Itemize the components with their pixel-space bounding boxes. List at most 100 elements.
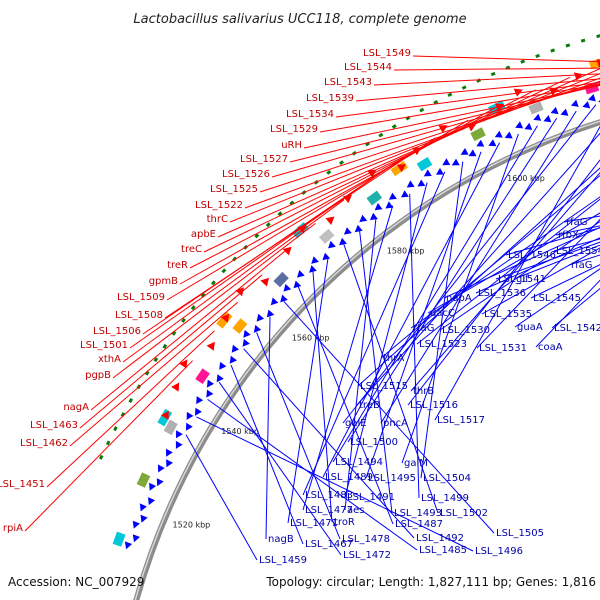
tick-track: 1520 kbp 1540 kbp 1560 kbp 1580 kbp 1600 kbp…: [173, 174, 545, 529]
reverse-gene-arrow: [476, 139, 485, 147]
reverse-gene-arrow: [270, 297, 279, 306]
reverse-gene-arrow: [216, 374, 224, 383]
reverse-gene-arrow: [243, 329, 251, 338]
reverse-gene-label: treB: [359, 400, 380, 411]
reverse-gene-arrow: [354, 224, 363, 233]
forward-gene-arrow: [282, 246, 292, 256]
forward-leader-line: [90, 248, 289, 411]
reverse-gene-arrow: [343, 227, 352, 235]
reverse-gene-label: LSL_1496: [475, 546, 523, 557]
reverse-leader-line: [207, 398, 418, 551]
forward-gene-label: LSL_1549: [363, 48, 411, 59]
reverse-gene-arrow: [524, 122, 533, 130]
genome-summary-text: Topology: circular; Length: 1,827,111 bp…: [265, 575, 596, 589]
reverse-gene-label: LSL_1471: [290, 518, 338, 529]
reverse-leader-line: [410, 171, 600, 392]
reverse-gene-arrow: [385, 201, 394, 209]
forward-leader-line: [373, 73, 600, 86]
reverse-gene-label: LSL_1505: [496, 528, 544, 539]
reverse-gene-label: guaA: [517, 322, 543, 333]
reverse-leader-line: [420, 161, 464, 479]
gene-label-layer: LSL_1549 LSL_1544 LSL_1543 LSL_1539 LSL_1534…: [0, 48, 600, 566]
reverse-gene-arrow: [297, 270, 305, 278]
reverse-gene-arrow: [504, 131, 513, 139]
forward-leader-line: [122, 199, 345, 363]
feature-reverse-block: [470, 127, 486, 142]
forward-gene-label: LSL_1543: [324, 77, 372, 88]
reverse-gene-arrow: [401, 190, 409, 198]
reverse-gene-arrow: [406, 180, 415, 188]
reverse-gene-label: LSL_1485: [419, 545, 467, 556]
reverse-gene-arrow: [588, 94, 596, 102]
reverse-gene-label: LSL_1554: [556, 246, 600, 257]
forward-gene-label: uRH: [281, 140, 302, 151]
reverse-leader-line: [514, 268, 600, 328]
map-title: Lactobacillus salivarius UCC118, complet…: [133, 12, 466, 27]
marker-track: [99, 34, 600, 460]
reverse-gene-arrow: [166, 459, 173, 468]
reverse-gene-label: LSL_1535: [484, 309, 532, 320]
reverse-gene-arrow: [229, 355, 237, 364]
reverse-gene-arrow: [374, 203, 383, 211]
forward-gene-label: LSL_1522: [195, 200, 243, 211]
tick-label: 1580 kbp: [387, 246, 425, 255]
reverse-leader-line: [283, 301, 495, 534]
reverse-gene-arrow: [124, 541, 133, 550]
forward-gene-label: LSL_1527: [240, 154, 288, 165]
reverse-leader-line: [218, 381, 342, 556]
reverse-gene-arrow: [219, 361, 227, 370]
feature-reverse-block: [318, 228, 335, 244]
forward-leader-line: [179, 103, 502, 285]
forward-gene-arrow: [260, 277, 270, 287]
tick-label: 1540 kbp: [221, 427, 259, 436]
reverse-gene-label: LSL_1459: [259, 555, 307, 566]
forward-gene-label: LSL_1501: [80, 340, 128, 351]
forward-gene-arrow: [160, 410, 169, 420]
feature-reverse-block: [273, 271, 289, 288]
reverse-gene-label: glf: [516, 274, 529, 285]
feature-forward-block: [588, 58, 600, 70]
reverse-gene-arrow: [339, 237, 347, 246]
reverse-gene-arrow: [468, 149, 477, 157]
forward-leader-line: [24, 360, 193, 532]
forward-gene-arrow: [179, 359, 188, 369]
reverse-gene-label: rfaG: [571, 260, 593, 271]
reverse-gene-label: LSL_1531: [479, 343, 527, 354]
reverse-gene-label: LSL_1477: [305, 505, 353, 516]
reverse-leader-line: [481, 247, 600, 315]
reverse-leader-line: [427, 212, 600, 314]
reverse-leader-line: [287, 257, 329, 524]
forward-gene-arrow: [171, 382, 180, 392]
reverse-gene-label: rfbX: [558, 230, 579, 241]
reverse-gene-label: nagB: [268, 534, 294, 545]
reverse-leader-line: [312, 271, 333, 523]
reverse-gene-label: thrB: [413, 386, 434, 397]
reverse-leader-line: [347, 117, 558, 443]
reverse-gene-arrow: [157, 464, 165, 473]
reverse-gene-arrow: [140, 514, 148, 523]
reverse-gene-arrow: [283, 283, 292, 292]
reverse-gene-arrow: [242, 338, 250, 347]
forward-gene-label: gpmB: [149, 276, 178, 287]
reverse-gene-label: LSL_1545: [533, 293, 581, 304]
reverse-leader-line: [365, 151, 482, 479]
forward-gene-arrow: [367, 169, 377, 178]
forward-gene-arrow: [396, 164, 406, 173]
forward-gene-label: pgpB: [85, 370, 111, 381]
reverse-gene-arrow: [570, 99, 579, 107]
reverse-leader-line: [297, 286, 394, 525]
marker-dots: [99, 34, 600, 460]
reverse-gene-arrow: [543, 115, 552, 123]
reverse-gene-arrow: [175, 440, 183, 449]
reverse-gene-arrow: [231, 344, 239, 353]
reverse-gene-arrow: [369, 212, 378, 221]
reverse-leader-line: [505, 227, 600, 256]
reverse-gene-arrow: [423, 169, 432, 177]
feature-reverse-block: [528, 101, 544, 115]
reverse-gene-arrow: [582, 101, 591, 109]
reverse-gene-arrow: [322, 252, 331, 261]
reverse-gene-label: LSL_1517: [437, 415, 485, 426]
reverse-gene-label: LSL_1493: [394, 508, 442, 519]
